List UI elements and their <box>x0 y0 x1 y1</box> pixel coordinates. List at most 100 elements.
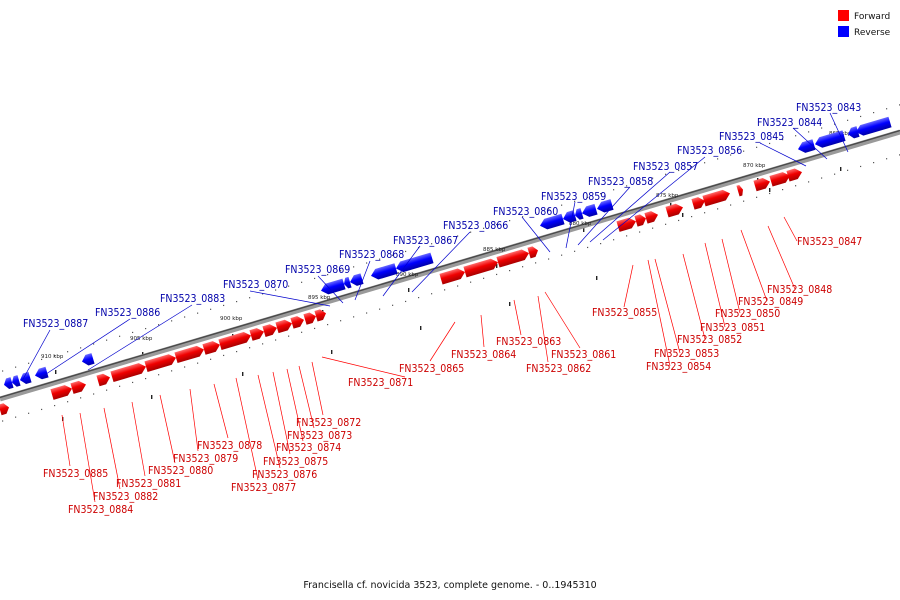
forward-gene-arrow[interactable] <box>70 379 87 394</box>
reverse-gene-arrow[interactable] <box>561 210 577 224</box>
forward-gene-arrow[interactable] <box>769 170 791 187</box>
gene-label-0851[interactable]: FN3523_0851 <box>700 322 765 334</box>
reverse-gene-arrow[interactable] <box>394 252 434 274</box>
gene-label-0868[interactable]: FN3523_0868 <box>339 249 404 261</box>
reverse-gene-arrow[interactable] <box>580 203 598 219</box>
forward-gene-arrow[interactable] <box>290 315 305 329</box>
gene-label-0869[interactable]: FN3523_0869 <box>285 264 350 276</box>
gene-label-0848[interactable]: FN3523_0848 <box>767 284 832 296</box>
gene-label-0867[interactable]: FN3523_0867 <box>393 235 458 247</box>
gene-label-0859[interactable]: FN3523_0859 <box>541 191 606 203</box>
reverse-gene-arrow[interactable] <box>538 213 565 231</box>
forward-gene-arrow[interactable] <box>496 248 530 268</box>
gene-label-0879[interactable]: FN3523_0879 <box>173 453 238 465</box>
reverse-gene-arrow[interactable] <box>80 353 95 367</box>
gene-label-0882[interactable]: FN3523_0882 <box>93 491 158 503</box>
reverse-gene-arrow[interactable] <box>595 199 614 214</box>
gene-label-0856[interactable]: FN3523_0856 <box>677 145 742 157</box>
gene-label-0881[interactable]: FN3523_0881 <box>116 478 181 490</box>
reverse-gene-arrow[interactable] <box>796 139 816 154</box>
gene-label-0870[interactable]: FN3523_0870 <box>223 279 288 291</box>
gene-label-0878[interactable]: FN3523_0878 <box>197 440 262 452</box>
forward-gene-arrow[interactable] <box>736 184 744 197</box>
gene-label-0863[interactable]: FN3523_0863 <box>496 336 561 348</box>
gene-label-0874[interactable]: FN3523_0874 <box>276 442 341 454</box>
gene-label-0858[interactable]: FN3523_0858 <box>588 176 653 188</box>
gene-label-0854[interactable]: FN3523_0854 <box>646 361 711 373</box>
reverse-gene-arrow[interactable] <box>319 278 346 296</box>
forward-gene-arrow[interactable] <box>303 311 317 325</box>
forward-gene-arrow[interactable] <box>249 326 265 341</box>
gene-label-0866[interactable]: FN3523_0866 <box>443 220 508 232</box>
gene-label-0871[interactable]: FN3523_0871 <box>348 377 413 389</box>
reverse-gene-arrow[interactable] <box>348 273 364 287</box>
track-dot <box>223 304 225 307</box>
gene-label-0860[interactable]: FN3523_0860 <box>493 206 558 218</box>
gene-label-0855[interactable]: FN3523_0855 <box>592 307 657 319</box>
forward-gene-arrow[interactable] <box>110 361 147 383</box>
gene-label-0880[interactable]: FN3523_0880 <box>148 465 213 477</box>
gene-label-0877[interactable]: FN3523_0877 <box>231 482 296 494</box>
forward-gene-arrow[interactable] <box>439 267 466 285</box>
gene-label-0887[interactable]: FN3523_0887 <box>23 318 88 330</box>
gene-label-0872[interactable]: FN3523_0872 <box>296 417 361 429</box>
forward-gene-arrow[interactable] <box>702 188 731 207</box>
gene-label-0845[interactable]: FN3523_0845 <box>719 131 784 143</box>
gene-label-0873[interactable]: FN3523_0873 <box>287 430 352 442</box>
gene-label-0861[interactable]: FN3523_0861 <box>551 349 616 361</box>
gene-label-0862[interactable]: FN3523_0862 <box>526 363 591 375</box>
leader-line <box>213 383 229 439</box>
forward-gene-arrow[interactable] <box>691 196 706 210</box>
reverse-gene-arrow[interactable] <box>573 208 584 221</box>
gene-label-0865[interactable]: FN3523_0865 <box>399 363 464 375</box>
gene-label-0844[interactable]: FN3523_0844 <box>757 117 822 129</box>
gene-label-0853[interactable]: FN3523_0853 <box>654 348 719 360</box>
forward-gene-arrow[interactable] <box>786 167 803 182</box>
forward-gene-arrow[interactable] <box>144 353 177 372</box>
forward-gene-arrow[interactable] <box>174 344 205 364</box>
forward-gene-arrow[interactable] <box>644 210 659 224</box>
gene-label-0886[interactable]: FN3523_0886 <box>95 307 160 319</box>
gene-label-0850[interactable]: FN3523_0850 <box>715 308 780 320</box>
forward-gene-arrow[interactable] <box>314 308 327 322</box>
forward-gene-arrow[interactable] <box>275 318 293 334</box>
gene-label-0843[interactable]: FN3523_0843 <box>796 102 861 114</box>
forward-gene-arrow[interactable] <box>634 213 647 227</box>
gene-label-0857[interactable]: FN3523_0857 <box>633 161 698 173</box>
reverse-gene-arrow[interactable] <box>18 371 32 386</box>
forward-gene-arrow[interactable] <box>527 245 539 259</box>
forward-gene-arrow[interactable] <box>96 372 111 387</box>
reverse-gene-arrow[interactable] <box>10 375 21 388</box>
track-dot <box>561 204 563 206</box>
track-dot <box>652 177 654 179</box>
gene-label-0849[interactable]: FN3523_0849 <box>738 296 803 308</box>
gene-label-0885[interactable]: FN3523_0885 <box>43 468 108 480</box>
reverse-gene-arrow[interactable] <box>854 116 892 138</box>
tick-mark <box>408 288 410 292</box>
gene-label-0883[interactable]: FN3523_0883 <box>160 293 225 305</box>
forward-gene-arrow[interactable] <box>50 383 73 400</box>
forward-gene-arrow[interactable] <box>463 257 499 278</box>
forward-gene-arrow[interactable] <box>616 216 637 232</box>
gene-label-0875[interactable]: FN3523_0875 <box>263 456 328 468</box>
gene-label-0847[interactable]: FN3523_0847 <box>797 236 862 248</box>
reverse-gene-arrow[interactable] <box>342 276 352 289</box>
forward-gene-arrow[interactable] <box>665 202 684 218</box>
reverse-gene-arrow[interactable] <box>33 366 49 381</box>
reverse-gene-arrow[interactable] <box>369 263 398 281</box>
leader-line <box>740 229 768 302</box>
forward-gene-arrow[interactable] <box>753 176 771 192</box>
reverse-gene-arrow[interactable] <box>2 377 14 390</box>
track-dot <box>210 358 212 360</box>
gene-label-0852[interactable]: FN3523_0852 <box>677 334 742 346</box>
reverse-gene-arrow[interactable] <box>813 130 846 149</box>
forward-gene-arrow[interactable] <box>202 339 221 355</box>
gene-label-0876[interactable]: FN3523_0876 <box>252 469 317 481</box>
track-dot <box>574 200 576 202</box>
gene-label-0864[interactable]: FN3523_0864 <box>451 349 516 361</box>
reverse-gene-arrow[interactable] <box>846 126 860 140</box>
gene-label-0884[interactable]: FN3523_0884 <box>68 504 133 516</box>
forward-gene-arrow[interactable] <box>262 323 278 337</box>
forward-gene-arrow[interactable] <box>0 402 11 416</box>
forward-gene-arrow[interactable] <box>218 330 252 351</box>
